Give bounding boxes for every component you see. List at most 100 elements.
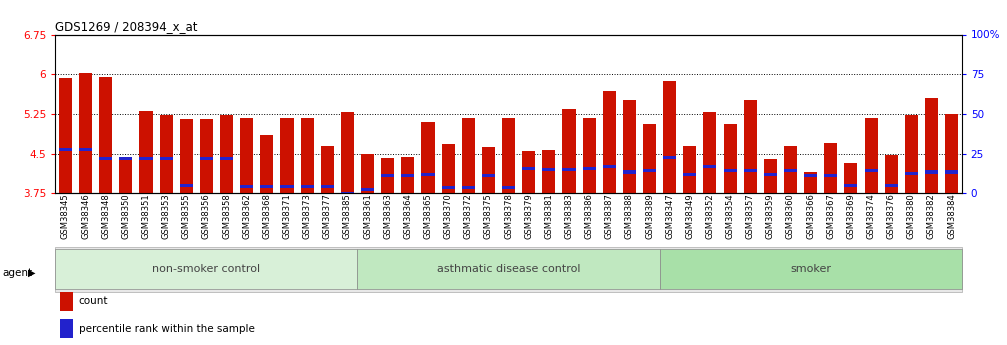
Bar [220, 157, 233, 160]
Text: GSM38361: GSM38361 [364, 193, 372, 239]
Text: GSM38367: GSM38367 [827, 193, 835, 239]
Text: GSM38389: GSM38389 [645, 193, 654, 239]
Bar [602, 165, 615, 168]
Bar [743, 169, 756, 172]
Bar [844, 163, 857, 193]
Text: smoker: smoker [790, 264, 831, 274]
Text: GSM38369: GSM38369 [847, 193, 855, 239]
Text: GSM38351: GSM38351 [142, 193, 150, 239]
Text: GSM38377: GSM38377 [323, 193, 331, 239]
Bar [804, 172, 817, 193]
Text: GSM38370: GSM38370 [444, 193, 452, 239]
Text: GSM38362: GSM38362 [243, 193, 251, 239]
Bar [522, 167, 536, 170]
Bar [220, 116, 233, 193]
Bar [501, 118, 515, 193]
Bar [421, 122, 434, 193]
Text: GSM38365: GSM38365 [424, 193, 432, 239]
Bar [441, 144, 454, 193]
Bar [159, 157, 173, 160]
Text: GSM38387: GSM38387 [605, 193, 613, 239]
Bar [884, 184, 897, 187]
Text: GDS1269 / 208394_x_at: GDS1269 / 208394_x_at [55, 20, 198, 33]
Bar [562, 109, 576, 193]
Bar [300, 118, 313, 193]
Text: GSM38363: GSM38363 [384, 193, 392, 239]
Bar [582, 118, 595, 193]
Bar [401, 174, 414, 177]
Text: GSM38360: GSM38360 [786, 193, 795, 239]
Text: GSM38371: GSM38371 [283, 193, 291, 239]
Text: ▶: ▶ [28, 268, 35, 277]
Bar [783, 146, 797, 193]
Bar [280, 118, 293, 193]
Bar [562, 168, 576, 171]
Text: GSM38357: GSM38357 [746, 193, 754, 239]
Text: GSM38379: GSM38379 [525, 193, 533, 239]
Text: GSM38383: GSM38383 [565, 193, 573, 239]
Text: GSM38385: GSM38385 [343, 193, 351, 239]
Bar [660, 249, 962, 289]
Text: count: count [79, 296, 108, 306]
Bar [824, 174, 837, 177]
Bar [58, 148, 71, 151]
Text: GSM38355: GSM38355 [182, 193, 190, 239]
Bar [723, 125, 736, 193]
Bar [260, 135, 273, 193]
Bar [280, 185, 293, 188]
Bar [864, 169, 877, 172]
Text: GSM38348: GSM38348 [102, 193, 110, 239]
Bar [361, 154, 374, 193]
Bar [663, 80, 676, 193]
Text: asthmatic disease control: asthmatic disease control [437, 264, 580, 274]
Bar [340, 191, 354, 195]
Text: GSM38386: GSM38386 [585, 193, 593, 239]
Bar [622, 170, 635, 174]
Bar [924, 98, 938, 193]
Text: GSM38350: GSM38350 [122, 193, 130, 239]
Bar [320, 146, 333, 193]
Bar [421, 173, 434, 176]
Bar [844, 184, 857, 187]
Bar [55, 249, 357, 289]
Text: GSM38364: GSM38364 [404, 193, 412, 239]
Bar [119, 157, 132, 160]
Text: GSM38381: GSM38381 [545, 193, 553, 239]
Text: GSM38345: GSM38345 [61, 193, 69, 239]
Bar [763, 173, 776, 176]
Bar [381, 158, 394, 193]
Bar [663, 156, 676, 159]
Bar [401, 157, 414, 193]
Text: GSM38388: GSM38388 [625, 193, 633, 239]
Bar [642, 125, 657, 193]
Bar [179, 184, 192, 187]
Text: GSM38382: GSM38382 [927, 193, 936, 239]
Bar [99, 157, 112, 160]
Bar [904, 172, 917, 175]
Bar [79, 148, 92, 151]
Bar [481, 174, 494, 177]
Text: GSM38358: GSM38358 [223, 193, 231, 239]
Text: GSM38372: GSM38372 [464, 193, 472, 239]
Text: GSM38366: GSM38366 [807, 193, 815, 239]
Bar [582, 167, 595, 170]
Bar [481, 147, 494, 193]
Text: GSM38354: GSM38354 [726, 193, 734, 239]
Bar [804, 174, 817, 177]
Bar [904, 116, 917, 193]
Text: GSM38352: GSM38352 [706, 193, 714, 239]
Text: GSM38373: GSM38373 [303, 193, 311, 239]
Bar [783, 169, 797, 172]
Bar [240, 118, 253, 193]
Bar [723, 169, 736, 172]
Bar [159, 116, 173, 193]
Text: GSM38347: GSM38347 [666, 193, 674, 239]
Bar [542, 168, 555, 171]
Bar [357, 249, 660, 289]
Text: GSM38375: GSM38375 [484, 193, 492, 239]
Bar [381, 174, 394, 177]
Bar [461, 186, 474, 189]
Text: GSM38378: GSM38378 [505, 193, 513, 239]
Text: GSM38359: GSM38359 [766, 193, 774, 239]
Bar [824, 143, 837, 193]
